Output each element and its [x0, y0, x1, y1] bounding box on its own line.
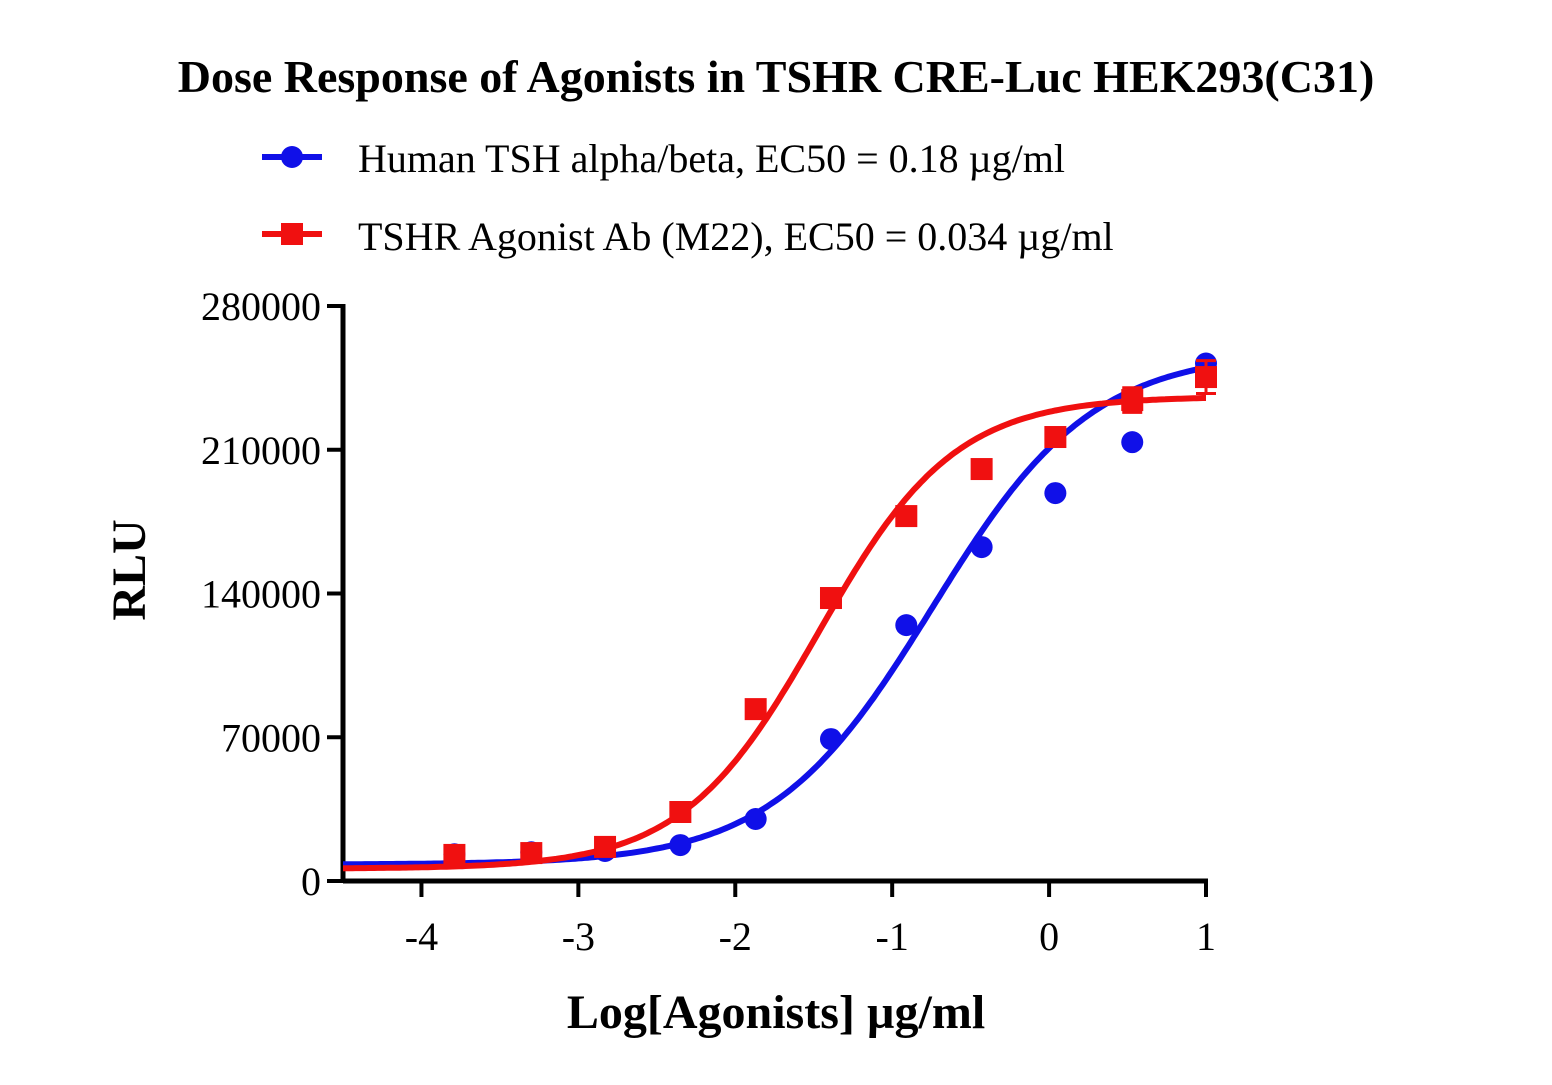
data-point	[443, 843, 466, 866]
data-point	[594, 835, 617, 858]
x-tick-label: 0	[1039, 914, 1059, 959]
legend-label-1: TSHR Agonist Ab (M22), EC50 = 0.034 µg/m…	[358, 214, 1114, 259]
y-tick-label: 280000	[201, 284, 321, 329]
x-tick-label: -1	[876, 914, 909, 959]
x-axis-label: Log[Agonists] µg/ml	[567, 986, 985, 1039]
data-point	[970, 458, 993, 481]
axes: -4 -3 -2 -1 0 1 0 70000 140000 210000 280000	[201, 284, 1216, 959]
x-tick-label: 1	[1196, 914, 1216, 959]
fit-curve-0	[343, 364, 1207, 868]
data-point	[1121, 389, 1144, 412]
data-point	[1195, 366, 1217, 389]
data-point	[744, 698, 767, 721]
y-tick-label: 70000	[221, 715, 321, 760]
data-point	[970, 536, 993, 559]
chart-title: Dose Response of Agonists in TSHR CRE-Lu…	[178, 51, 1375, 102]
x-tick-label: -3	[562, 914, 595, 959]
series-group	[343, 352, 1217, 872]
data-point	[669, 801, 692, 823]
data-point	[819, 728, 842, 751]
legend-marker-0	[281, 146, 303, 168]
data-point	[669, 834, 692, 857]
legend-label-0: Human TSH alpha/beta, EC50 = 0.18 µg/ml	[358, 136, 1065, 181]
data-point	[1044, 482, 1067, 505]
y-tick-label: 210000	[201, 428, 321, 473]
data-point	[895, 614, 918, 637]
data-point	[1044, 426, 1067, 449]
y-tick-label: 0	[301, 859, 321, 904]
legend-marker-1	[281, 223, 303, 245]
data-point	[744, 807, 767, 830]
data-point	[1121, 431, 1144, 454]
y-tick-label: 140000	[201, 572, 321, 617]
fit-curve-1	[343, 395, 1206, 872]
data-point	[895, 505, 918, 528]
legend: Human TSH alpha/beta, EC50 = 0.18 µg/ml …	[262, 136, 1114, 259]
data-point	[819, 587, 842, 610]
data-point	[520, 842, 543, 865]
x-tick-label: -4	[405, 914, 438, 959]
y-axis-label: RLU	[103, 519, 156, 620]
x-tick-label: -2	[719, 914, 752, 959]
